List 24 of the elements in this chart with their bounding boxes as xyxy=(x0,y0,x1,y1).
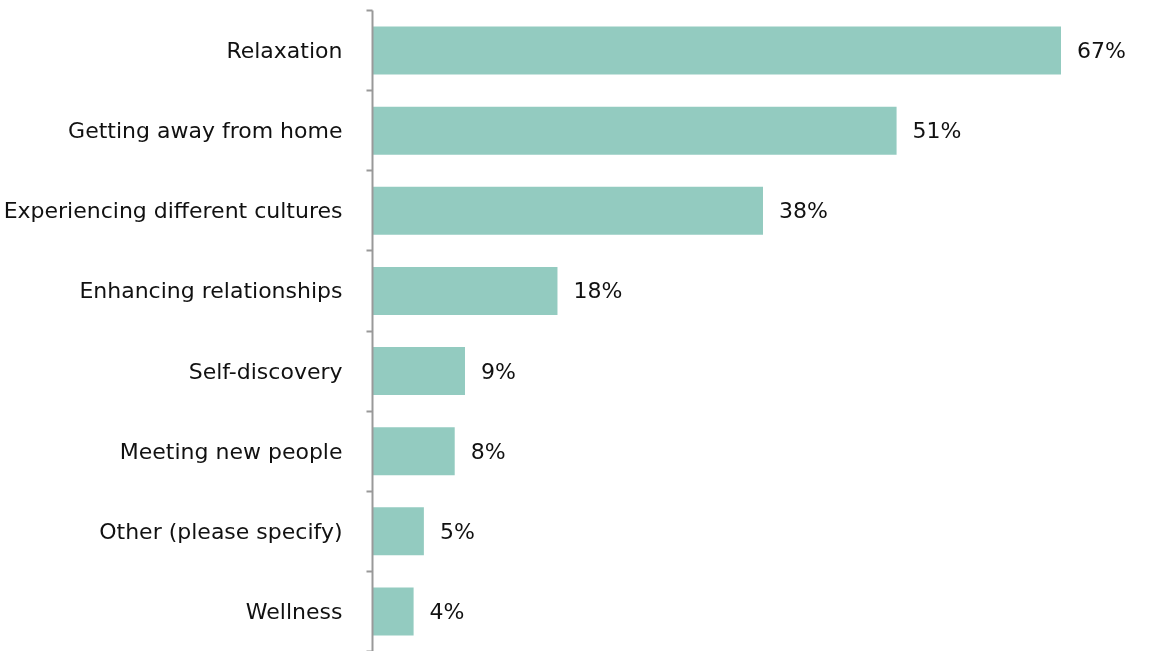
data-label: 38% xyxy=(778,198,828,224)
data-label: 51% xyxy=(912,118,962,144)
data-label: 4% xyxy=(429,598,465,624)
y-tick-label: Relaxation xyxy=(226,38,343,64)
bar xyxy=(372,106,897,155)
bar xyxy=(372,427,455,476)
data-label: 9% xyxy=(480,358,516,384)
bar xyxy=(372,507,424,556)
data-label: 5% xyxy=(439,518,475,544)
bar xyxy=(372,26,1061,75)
y-tick-label: Getting away from home xyxy=(68,118,343,144)
y-tick-label: Experiencing different cultures xyxy=(3,198,343,224)
bar xyxy=(372,347,465,396)
y-tick-label: Enhancing relationships xyxy=(79,278,343,304)
y-tick-label: Wellness xyxy=(245,598,343,624)
bar xyxy=(372,266,558,315)
bar xyxy=(372,587,414,636)
y-tick-label: Other (please specify) xyxy=(99,518,343,544)
bar xyxy=(372,186,763,235)
data-label: 8% xyxy=(470,438,506,464)
data-label: 67% xyxy=(1077,38,1126,64)
data-label: 18% xyxy=(573,278,623,304)
y-tick-label: Self-discovery xyxy=(188,358,343,384)
y-tick-label: Meeting new people xyxy=(119,438,343,464)
